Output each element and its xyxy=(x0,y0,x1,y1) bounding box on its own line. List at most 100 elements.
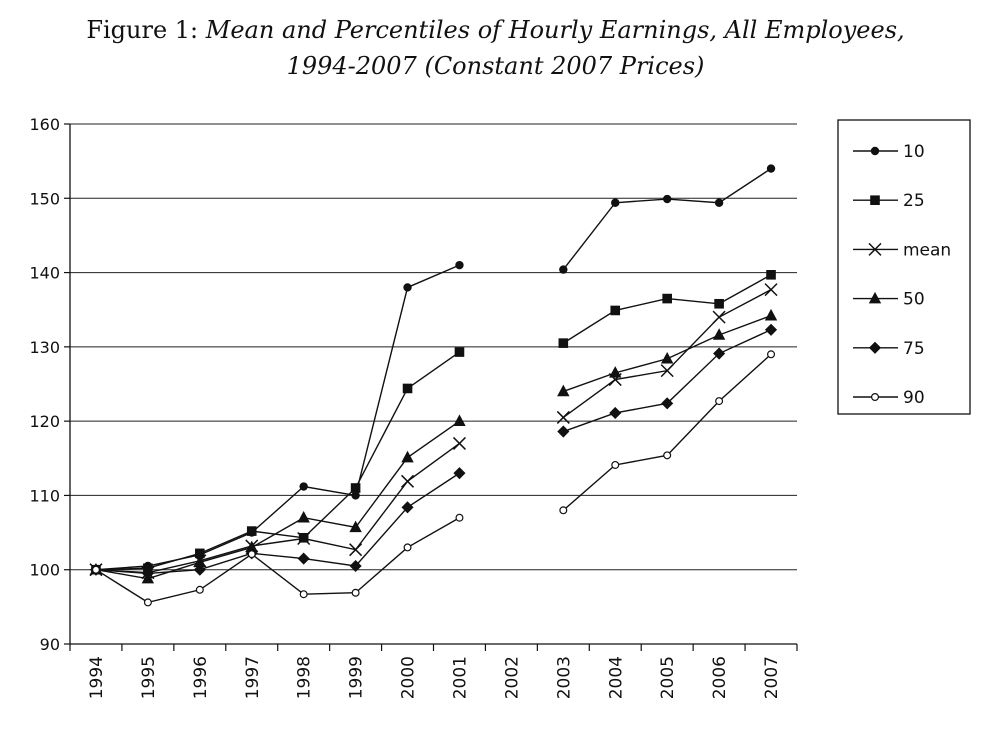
y-axis-ticks: 90 100 110 120 130 140 150 160 xyxy=(29,115,70,654)
series-90-line-1 xyxy=(562,353,772,511)
y-tick-label-110: 110 xyxy=(29,486,60,505)
series-75-point-2003 xyxy=(557,425,570,438)
series-75-point-1999 xyxy=(349,559,362,573)
series-50-point-2003 xyxy=(557,384,570,397)
x-tick-label-1995: 1995 xyxy=(139,656,159,699)
series-75-point-2005 xyxy=(661,397,674,410)
series-25-line-1 xyxy=(562,274,772,344)
figure-label: Figure 1: xyxy=(86,16,199,44)
series-90-point-2001 xyxy=(455,513,464,522)
series-mean-line-0 xyxy=(95,442,460,574)
chart-title-line2: 1994-2007 (Constant 2007 Prices) xyxy=(286,52,705,80)
series-mean-point-1998 xyxy=(297,531,311,546)
legend-marker-50 xyxy=(868,291,882,304)
series-75-line-0 xyxy=(95,472,460,575)
series-90-point-1999 xyxy=(351,588,360,597)
legend-marker-75 xyxy=(868,341,882,354)
series-50-point-2005 xyxy=(660,351,674,364)
legend-item-10: 10 xyxy=(853,142,925,162)
series-mean-point-2000 xyxy=(401,474,415,488)
series-10-point-1998 xyxy=(299,482,308,491)
series-mean xyxy=(89,283,778,580)
series-50-point-2006 xyxy=(712,328,726,340)
legend-label-mean: mean xyxy=(903,240,951,260)
x-tick-label-1996: 1996 xyxy=(191,656,211,699)
series-90-line-0 xyxy=(95,517,460,604)
series-mean-point-1999 xyxy=(349,543,363,557)
series-75-point-2004 xyxy=(609,406,622,420)
series-10-point-2000 xyxy=(403,283,412,292)
series-90-point-1995 xyxy=(143,598,152,607)
x-tick-label-2001: 2001 xyxy=(450,656,470,699)
series-75-point-1998 xyxy=(297,552,310,565)
series-50 xyxy=(89,308,778,584)
series-10-point-2003 xyxy=(559,265,568,274)
y-tick-label-140: 140 xyxy=(29,264,60,283)
series-50-point-1998 xyxy=(297,510,310,523)
x-tick-label-2000: 2000 xyxy=(399,656,419,699)
series-group xyxy=(89,164,778,607)
legend-item-50: 50 xyxy=(853,290,925,310)
series-50-point-2004 xyxy=(609,366,622,378)
series-50-line-0 xyxy=(95,420,460,580)
legend-label-90: 90 xyxy=(903,388,925,408)
series-50-point-2001 xyxy=(453,414,466,426)
series-10-line-1 xyxy=(562,167,772,271)
legend-item-90: 90 xyxy=(853,388,925,408)
series-50-point-1999 xyxy=(349,520,362,533)
y-tick-label-130: 130 xyxy=(29,338,60,357)
series-75-point-1996 xyxy=(193,563,206,576)
y-tick-label-100: 100 xyxy=(29,561,60,580)
series-10-point-2004 xyxy=(611,198,620,207)
x-tick-label-2007: 2007 xyxy=(762,656,782,699)
series-90-point-1997 xyxy=(247,550,256,559)
series-90-point-2005 xyxy=(663,451,672,460)
legend-item-25: 25 xyxy=(853,191,925,211)
series-25-point-1999 xyxy=(350,483,361,493)
y-tick-label-160: 160 xyxy=(29,115,60,134)
series-25-point-2006 xyxy=(714,298,724,309)
series-mean-point-2005 xyxy=(660,364,674,378)
series-25-point-2003 xyxy=(558,338,569,348)
y-tick-label-150: 150 xyxy=(29,189,60,208)
series-90-point-2007 xyxy=(767,350,776,359)
series-mean-point-2003 xyxy=(556,410,570,424)
legend-marker-mean xyxy=(868,242,882,256)
series-90-point-2004 xyxy=(611,460,620,469)
x-tick-label-2003: 2003 xyxy=(554,656,574,699)
series-75-point-2006 xyxy=(713,347,726,360)
series-90-point-1996 xyxy=(195,585,204,594)
series-75-point-2007 xyxy=(764,323,778,336)
series-10-point-2007 xyxy=(766,164,776,173)
series-90-point-2003 xyxy=(559,506,568,515)
legend: 10 25 mean 50 75 90 xyxy=(837,119,971,415)
legend-item-75: 75 xyxy=(853,339,925,359)
series-75-point-1995 xyxy=(141,567,154,580)
legend-label-50: 50 xyxy=(903,290,925,310)
series-90-point-1994 xyxy=(91,565,100,574)
series-25-line-0 xyxy=(95,351,460,571)
chart-title-main: Mean and Percentiles of Hourly Earnings,… xyxy=(205,16,905,44)
series-10-point-1999 xyxy=(351,491,360,500)
series-75-point-2001 xyxy=(453,467,466,480)
x-tick-label-1999: 1999 xyxy=(347,656,367,699)
legend-box xyxy=(837,119,971,415)
series-10-point-2001 xyxy=(455,260,464,270)
x-tick-label-2004: 2004 xyxy=(606,656,626,699)
x-tick-label-1998: 1998 xyxy=(295,656,315,699)
x-tick-label-2005: 2005 xyxy=(658,656,678,699)
series-25 xyxy=(91,270,776,575)
series-25-point-2001 xyxy=(454,347,465,357)
series-25-point-2007 xyxy=(766,270,776,280)
series-10-point-2006 xyxy=(714,198,724,207)
x-tick-label-2002: 2002 xyxy=(502,656,522,699)
series-50-point-2007 xyxy=(764,308,778,321)
series-25-point-2005 xyxy=(662,293,672,304)
legend-marker-90 xyxy=(870,393,879,402)
series-90-point-1998 xyxy=(299,590,308,599)
series-mean-point-2006 xyxy=(712,310,726,324)
y-tick-label-90: 90 xyxy=(40,635,60,654)
legend-label-75: 75 xyxy=(903,339,925,359)
x-axis-ticks: 1994 1995 1996 1997 1998 1999 2000 2001 2002 2003… xyxy=(69,644,798,699)
